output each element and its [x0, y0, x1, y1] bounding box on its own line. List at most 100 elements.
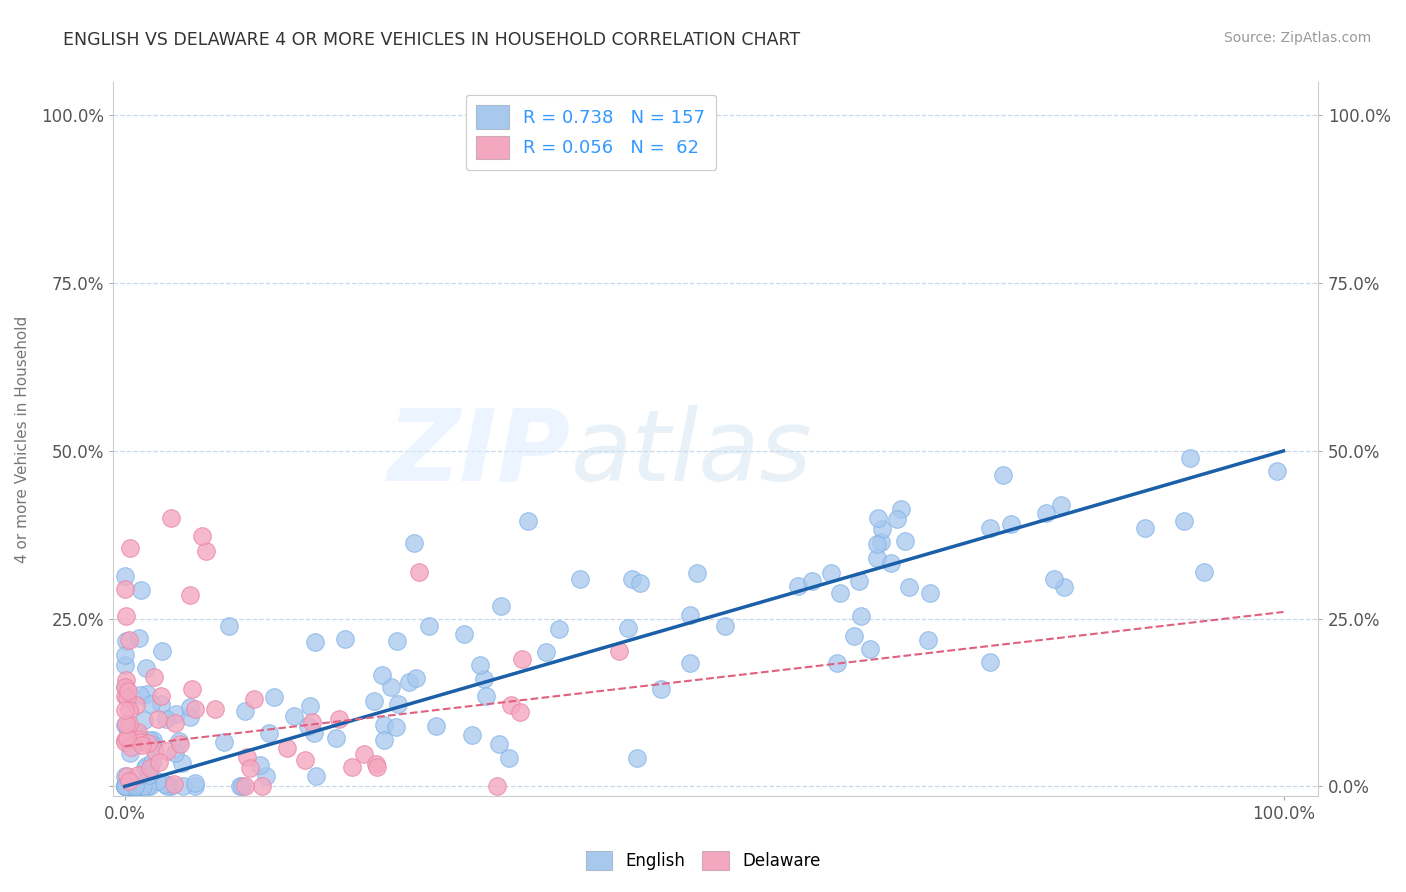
Point	[114, 780, 136, 794]
Point	[380, 680, 402, 694]
Point	[488, 737, 510, 751]
Point	[472, 673, 495, 687]
Point	[141, 756, 163, 770]
Point	[516, 514, 538, 528]
Point	[305, 769, 328, 783]
Point	[114, 733, 136, 747]
Point	[142, 670, 165, 684]
Point	[851, 609, 873, 624]
Text: ENGLISH VS DELAWARE 4 OR MORE VEHICLES IN HOUSEHOLD CORRELATION CHART: ENGLISH VS DELAWARE 4 OR MORE VEHICLES I…	[63, 31, 800, 49]
Point	[132, 714, 155, 728]
Point	[184, 780, 207, 794]
Point	[859, 641, 882, 656]
Point	[115, 780, 138, 794]
Point	[117, 717, 139, 731]
Point	[364, 757, 387, 772]
Point	[304, 635, 326, 649]
Point	[534, 645, 557, 659]
Point	[650, 681, 672, 696]
Point	[148, 712, 170, 726]
Point	[114, 648, 136, 662]
Point	[125, 698, 148, 712]
Point	[218, 619, 240, 633]
Point	[568, 572, 591, 586]
Point	[114, 680, 136, 694]
Point	[114, 780, 136, 794]
Point	[136, 687, 159, 701]
Point	[870, 522, 893, 536]
Point	[120, 780, 142, 794]
Point	[118, 632, 141, 647]
Point	[686, 566, 709, 580]
Point	[120, 746, 142, 760]
Point	[1265, 464, 1288, 478]
Point	[371, 668, 394, 682]
Point	[115, 691, 138, 706]
Point	[408, 565, 430, 579]
Point	[135, 759, 157, 773]
Point	[398, 674, 420, 689]
Point	[159, 780, 181, 794]
Point	[115, 769, 138, 783]
Point	[475, 689, 498, 703]
Point	[165, 707, 187, 722]
Point	[115, 673, 138, 687]
Point	[1053, 580, 1076, 594]
Point	[801, 574, 824, 589]
Point	[190, 528, 212, 542]
Point	[163, 715, 186, 730]
Point	[257, 726, 280, 740]
Point	[880, 556, 903, 570]
Point	[124, 780, 146, 794]
Point	[453, 627, 475, 641]
Point	[118, 780, 141, 794]
Point	[165, 746, 187, 760]
Point	[297, 719, 319, 733]
Point	[243, 691, 266, 706]
Point	[115, 780, 138, 794]
Point	[1173, 514, 1195, 528]
Point	[163, 777, 186, 791]
Point	[501, 698, 523, 712]
Point	[184, 702, 207, 716]
Point	[249, 758, 271, 772]
Point	[233, 780, 256, 794]
Point	[993, 468, 1015, 483]
Point	[118, 774, 141, 789]
Point	[150, 698, 173, 712]
Point	[152, 644, 174, 658]
Point	[787, 579, 810, 593]
Point	[131, 780, 153, 794]
Point	[131, 732, 153, 747]
Point	[294, 754, 316, 768]
Point	[127, 767, 149, 781]
Point	[917, 632, 939, 647]
Point	[228, 780, 250, 794]
Point	[385, 720, 408, 734]
Point	[402, 536, 425, 550]
Point	[136, 780, 159, 794]
Point	[156, 744, 179, 758]
Point	[129, 688, 152, 702]
Point	[425, 719, 447, 733]
Point	[328, 712, 350, 726]
Point	[548, 622, 571, 636]
Point	[387, 697, 409, 711]
Point	[870, 535, 893, 549]
Point	[679, 656, 702, 670]
Point	[363, 694, 385, 708]
Point	[114, 718, 136, 732]
Point	[128, 732, 150, 747]
Point	[866, 550, 889, 565]
Point	[118, 541, 141, 555]
Point	[114, 735, 136, 749]
Point	[127, 727, 149, 741]
Point	[117, 780, 139, 794]
Point	[138, 733, 160, 747]
Point	[128, 631, 150, 645]
Point	[844, 629, 866, 643]
Point	[979, 521, 1001, 535]
Point	[114, 780, 136, 794]
Point	[138, 761, 160, 775]
Point	[114, 582, 136, 596]
